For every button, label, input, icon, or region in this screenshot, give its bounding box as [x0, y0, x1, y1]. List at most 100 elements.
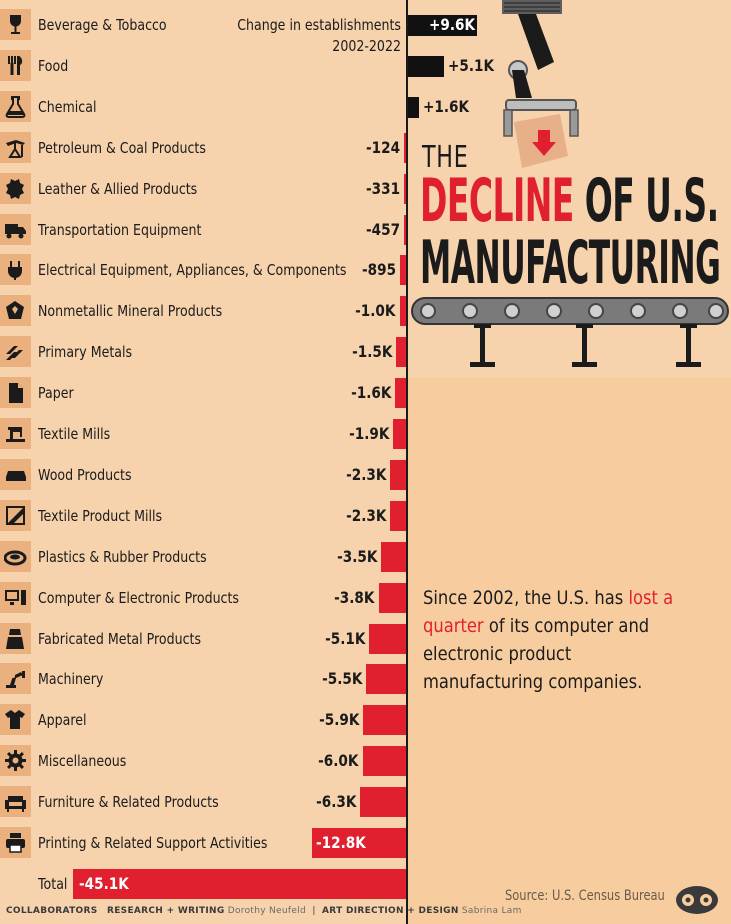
chart-row: Apparel -5.9K — [0, 701, 407, 739]
category-icon-box — [0, 254, 31, 286]
credits-collaborators: COLLABORATORS — [6, 906, 98, 916]
category-label: Textile Mills — [38, 425, 111, 443]
title-line-2: DECLINE OF U.S. — [420, 168, 719, 234]
value-label: -12.8K — [316, 833, 366, 852]
bar — [363, 705, 407, 736]
bar — [360, 787, 407, 818]
conveyor-belt-illustration — [411, 297, 729, 367]
flask-icon — [5, 95, 26, 118]
value-label: -3.5K — [336, 546, 378, 566]
credits-art-name: Sabrina Lam — [461, 906, 522, 916]
summary-part2: of its computer and electronic product m… — [423, 615, 650, 693]
category-label: Beverage & Tobacco — [38, 16, 167, 34]
category-label: Transportation Equipment — [38, 220, 202, 239]
category-label: Leather & Allied Products — [38, 179, 198, 198]
title-the: THE — [422, 140, 469, 175]
source-note: Source: U.S. Census Bureau — [505, 888, 665, 904]
value-label: -1.0K — [355, 301, 396, 321]
bar — [407, 15, 477, 36]
chart-row: Furniture & Related Products -6.3K — [0, 783, 407, 821]
category-label: Fabricated Metal Products — [38, 629, 202, 648]
robot-arm-icon — [6, 671, 25, 689]
wine-glass-icon — [10, 15, 21, 34]
chart-row: Chemical +1.6K — [0, 88, 469, 126]
leather-hide-icon — [6, 178, 24, 199]
chart-row: Machinery -5.5K — [0, 660, 407, 698]
bar — [407, 96, 419, 118]
wood-plank-icon — [6, 470, 26, 481]
category-icon-box — [0, 622, 31, 654]
utensils-icon — [8, 55, 23, 75]
chart-row: Printing & Related Support Activities -12… — [0, 824, 407, 862]
summary-text: Since 2002, the U.S. has lost a quarter … — [423, 584, 681, 696]
chart-row: Food +5.1K — [0, 47, 494, 85]
value-label: -124 — [365, 137, 400, 157]
value-label: -457 — [365, 219, 400, 239]
category-icon-box — [0, 827, 31, 858]
category-label: Miscellaneous — [38, 752, 127, 771]
bar — [381, 541, 407, 572]
total-bar — [73, 869, 407, 899]
bar — [395, 337, 407, 368]
category-label: Machinery — [38, 670, 104, 689]
chart-row: Computer & Electronic Products -3.8K — [0, 579, 407, 617]
category-icon-box — [0, 9, 31, 40]
category-label: Furniture & Related Products — [38, 793, 219, 812]
title-decline: DECLINE — [420, 166, 574, 236]
category-icon-box — [0, 377, 31, 409]
printer-icon — [6, 833, 25, 853]
category-icon-box — [0, 295, 31, 327]
value-label: -5.1K — [324, 628, 366, 648]
bar — [407, 55, 445, 77]
value-label: -2.3K — [345, 505, 386, 525]
chart-row: Electrical Equipment, Appliances, & Comp… — [0, 251, 407, 289]
bar — [312, 828, 407, 858]
credits-research-name: Dorothy Neufeld — [227, 906, 306, 916]
bar — [400, 255, 407, 286]
chart-row: Plastics & Rubber Products -3.5K — [0, 538, 407, 576]
category-label: Nonmetallic Mineral Products — [38, 302, 223, 321]
chart-header-line2: 2002-2022 — [332, 37, 401, 55]
bar — [378, 582, 407, 613]
chart-row: Textile Mills -1.9K — [0, 415, 407, 453]
bar — [389, 459, 407, 490]
bar — [403, 214, 407, 245]
category-label: Wood Products — [38, 465, 132, 484]
value-label: +5.1K — [448, 55, 495, 75]
value-label: -6.0K — [318, 751, 359, 771]
bar — [366, 664, 407, 695]
category-label: Chemical — [38, 97, 97, 116]
sewing-machine-icon — [6, 427, 25, 442]
value-label: -1.9K — [348, 424, 389, 443]
value-label: +9.6K — [429, 15, 476, 34]
category-icon-box — [0, 745, 31, 777]
value-label: -5.9K — [319, 710, 360, 730]
chart-header-note: Change in establishments 2002-2022 — [237, 15, 401, 57]
category-label: Petroleum & Coal Products — [38, 138, 206, 157]
category-icon-box — [0, 131, 31, 163]
title-of-us: OF U.S. — [584, 166, 719, 236]
truck-icon — [5, 223, 26, 238]
chart-row: Leather & Allied Products -331 — [0, 170, 407, 208]
credits-art-label: ART DIRECTION + DESIGN — [321, 906, 459, 916]
gear-icon — [5, 750, 26, 772]
chart-row: Primary Metals -1.5K — [0, 333, 407, 371]
category-icon-box — [0, 418, 31, 449]
category-icon-box — [0, 786, 31, 818]
chart-axis-line — [406, 0, 408, 924]
chart-row: Nonmetallic Mineral Products -1.0K — [0, 292, 407, 330]
fabric-roll-icon — [6, 505, 25, 525]
chart-row: Fabricated Metal Products -5.1K — [0, 620, 407, 658]
category-label: Computer & Electronic Products — [38, 588, 239, 607]
category-icon-box — [0, 581, 31, 613]
chart-row: Beverage & Tobacco +9.6K — [0, 6, 477, 44]
category-icon-box — [0, 213, 31, 245]
chart-row: Wood Products -2.3K — [0, 456, 407, 494]
category-icon-box — [0, 540, 31, 572]
category-icon-box — [0, 336, 31, 368]
shirt-icon — [5, 710, 25, 730]
category-icon-box — [0, 458, 31, 490]
category-label: Plastics & Rubber Products — [38, 547, 207, 566]
chart-row: Transportation Equipment -457 — [0, 211, 407, 249]
credits: COLLABORATORS RESEARCH + WRITING Dorothy… — [6, 906, 522, 916]
